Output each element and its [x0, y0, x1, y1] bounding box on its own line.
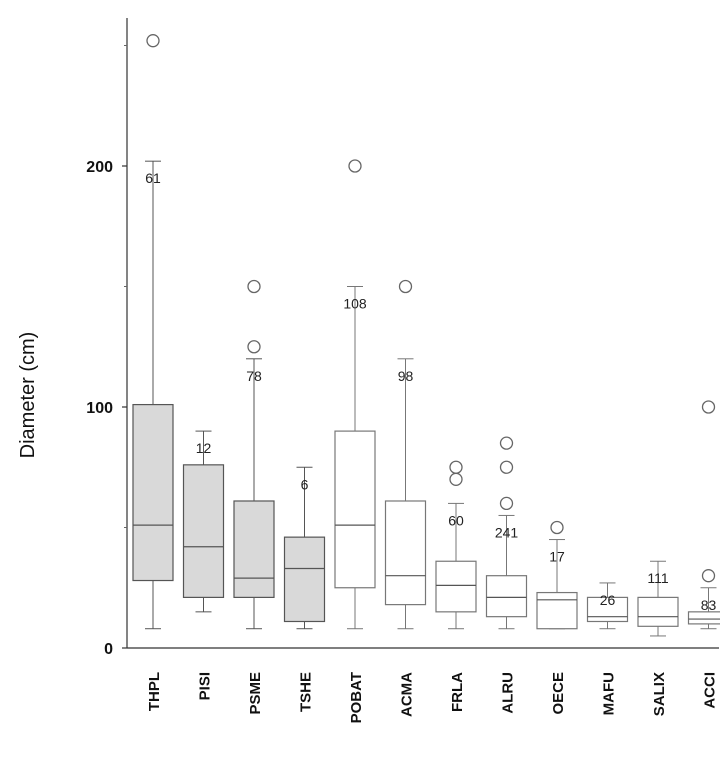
n-label-acci: 83 [701, 597, 717, 613]
box-psme [233, 358, 275, 630]
n-label-tshe: 6 [301, 476, 309, 492]
category-label-oece: OECE [550, 672, 567, 715]
category-label-pobat: POBAT [348, 672, 365, 723]
box-iqr [637, 596, 679, 627]
box-iqr [233, 500, 275, 598]
n-label-salix: 111 [647, 570, 668, 586]
y-axis-ticks: 0 100 200 [86, 45, 127, 658]
category-label-salix: SALIX [651, 672, 668, 716]
box-mafu [586, 582, 629, 630]
box-acma [384, 358, 427, 630]
box-iqr [536, 591, 578, 630]
outlier-point [247, 279, 261, 294]
outlier-point [449, 460, 463, 474]
outlier-point [701, 569, 716, 583]
x-axis-category-labels: THPL PISI PSME TSHE POBAT ACMA FRLA ALRU OECE MAF… [146, 672, 719, 724]
outlier-point [701, 400, 716, 414]
box-iqr [283, 536, 326, 623]
box-salix [637, 560, 679, 637]
sample-size-labels: 61 12 78 6 108 98 60 241 17 26 111 83 [145, 170, 716, 613]
category-label-acma: ACMA [399, 672, 416, 717]
outliers [146, 34, 716, 583]
outlier-point [398, 279, 413, 294]
category-label-pisi: PISI [197, 672, 214, 700]
n-label-acma: 98 [398, 368, 414, 384]
box-thpl [132, 160, 174, 630]
n-label-frla: 60 [448, 512, 464, 528]
y-tick-label: 200 [86, 159, 113, 176]
n-label-alru: 241 [495, 524, 519, 540]
category-label-psme: PSME [247, 672, 264, 715]
y-tick-label: 0 [104, 641, 113, 658]
boxes [132, 160, 720, 637]
category-label-tshe: TSHE [298, 672, 315, 712]
y-tick-label: 100 [86, 400, 113, 417]
box-acci [687, 587, 720, 630]
box-iqr [384, 500, 427, 606]
box-alru [485, 514, 528, 630]
n-label-psme: 78 [246, 368, 262, 384]
category-label-acci: ACCI [702, 672, 719, 709]
n-label-mafu: 26 [600, 592, 616, 608]
outlier-point [348, 159, 362, 173]
outlier-point [499, 460, 514, 474]
outlier-point [499, 436, 514, 450]
box-iqr [687, 611, 720, 625]
category-label-mafu: MAFU [601, 672, 618, 715]
box-iqr [182, 464, 225, 598]
n-label-pisi: 12 [196, 440, 212, 456]
box-iqr [132, 403, 174, 582]
box-iqr [334, 430, 376, 589]
plot-frame [126, 18, 719, 649]
outlier-point [499, 496, 514, 511]
box-iqr [485, 575, 528, 618]
outlier-point [550, 520, 564, 535]
box-iqr [586, 596, 629, 623]
y-axis-label: Diameter (cm) [17, 332, 39, 459]
n-label-oece: 17 [549, 549, 565, 565]
box-oece [536, 539, 578, 630]
box-pisi [182, 430, 225, 613]
n-label-pobat: 108 [343, 296, 367, 312]
outlier-point [146, 34, 160, 48]
n-label-thpl: 61 [145, 170, 161, 186]
outlier-point [449, 472, 463, 486]
outlier-point [247, 340, 261, 354]
category-label-alru: ALRU [500, 672, 517, 714]
box-frla [435, 502, 477, 630]
box-iqr [435, 560, 477, 613]
category-label-thpl: THPL [146, 672, 163, 711]
category-label-frla: FRLA [449, 672, 466, 712]
box-tshe [283, 466, 326, 630]
box-pobat [334, 286, 376, 630]
